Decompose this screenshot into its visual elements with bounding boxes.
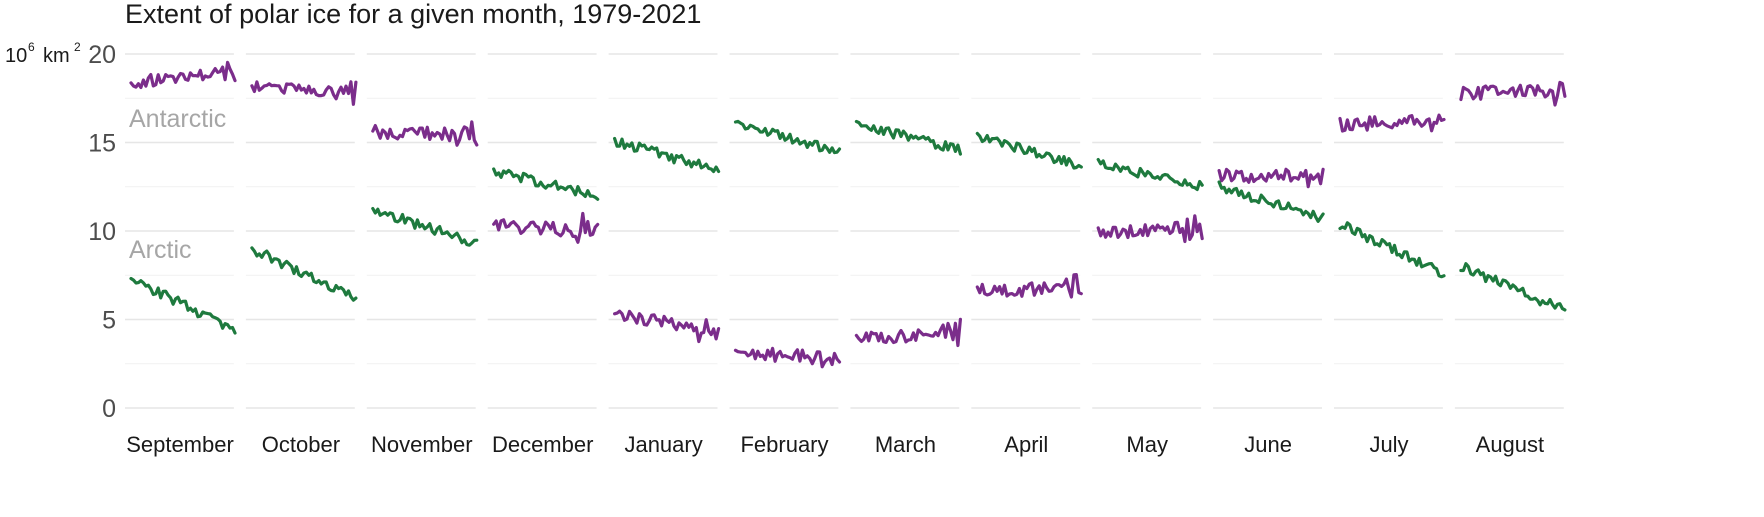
- y-axis-unit-label: 10 6 km 2: [5, 40, 81, 67]
- chart-title: Extent of polar ice for a given month, 1…: [125, 0, 701, 29]
- panel-label: March: [875, 432, 936, 457]
- y-tick-label: 10: [88, 218, 116, 246]
- y-unit-km-exponent: 2: [74, 40, 81, 54]
- series-line-arctic: [371, 206, 479, 247]
- series-line-arctic: [733, 119, 842, 155]
- series-line-antarctic: [854, 317, 963, 348]
- series-line-antarctic: [612, 309, 721, 344]
- series-line-arctic: [612, 136, 721, 174]
- panel-label: July: [1369, 432, 1408, 457]
- x-ticks: September October November December January F…: [126, 432, 1544, 457]
- series-line-antarctic: [250, 80, 358, 106]
- series-line-arctic: [492, 167, 600, 201]
- series-line-antarctic: [371, 120, 479, 147]
- series-line-arctic: [1096, 157, 1204, 192]
- y-tick-label: 5: [102, 307, 116, 335]
- series-line-antarctic: [129, 60, 237, 90]
- grid: [125, 53, 1564, 409]
- panels: [129, 60, 1567, 369]
- series-line-arctic: [1217, 180, 1325, 223]
- series-line-antarctic: [1217, 167, 1325, 189]
- y-tick-label: 20: [88, 41, 116, 69]
- series-label-arctic: Arctic: [129, 236, 192, 264]
- panel-label: December: [492, 432, 593, 457]
- y-tick-label: 15: [88, 130, 116, 158]
- series-line-arctic: [250, 246, 358, 302]
- panel-label: February: [740, 432, 828, 457]
- y-unit-base: 10: [5, 45, 27, 67]
- y-unit-base-exponent: 6: [28, 40, 35, 54]
- series-line-arctic: [1459, 262, 1567, 312]
- panel-label: January: [624, 432, 702, 457]
- panel-label: October: [262, 432, 340, 457]
- y-unit-km: km: [43, 45, 70, 67]
- panel-label: September: [126, 432, 234, 457]
- panel-label: April: [1004, 432, 1048, 457]
- series-line-antarctic: [1459, 80, 1567, 107]
- y-ticks: 0 5 10 15 20: [88, 41, 116, 423]
- series-line-arctic: [854, 119, 963, 156]
- y-tick-label: 0: [102, 395, 116, 423]
- panel-label: June: [1244, 432, 1292, 457]
- series-line-antarctic: [733, 346, 842, 369]
- series-line-antarctic: [975, 273, 1083, 299]
- series-line-antarctic: [1338, 113, 1446, 133]
- panel-label: May: [1126, 432, 1168, 457]
- series-line-antarctic: [1096, 214, 1204, 244]
- panel-label: November: [371, 432, 472, 457]
- series-label-antarctic: Antarctic: [129, 105, 226, 133]
- series-line-arctic: [975, 131, 1083, 170]
- panel-label: August: [1476, 432, 1545, 457]
- series-line-arctic: [129, 276, 237, 335]
- series-line-antarctic: [492, 211, 600, 244]
- series-line-arctic: [1338, 221, 1446, 279]
